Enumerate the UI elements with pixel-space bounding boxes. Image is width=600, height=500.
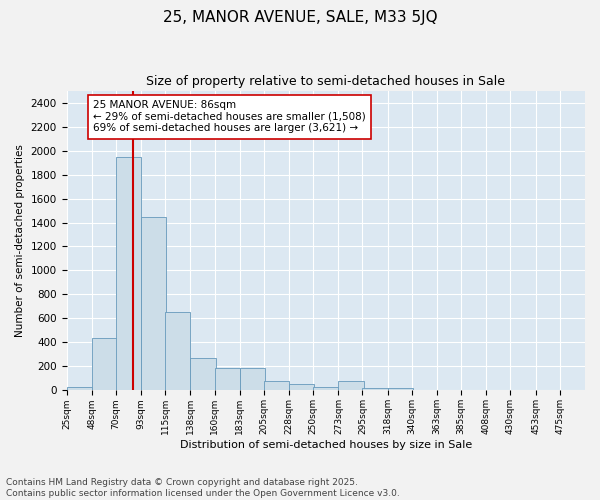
Bar [215,368,240,390]
Bar [240,368,265,390]
Bar [362,388,388,390]
Bar [67,387,92,390]
Y-axis label: Number of semi-detached properties: Number of semi-detached properties [15,144,25,337]
Bar [313,387,338,390]
Bar [264,382,289,390]
Text: 25 MANOR AVENUE: 86sqm
← 29% of semi-detached houses are smaller (1,508)
69% of : 25 MANOR AVENUE: 86sqm ← 29% of semi-det… [93,100,365,134]
Text: Contains HM Land Registry data © Crown copyright and database right 2025.
Contai: Contains HM Land Registry data © Crown c… [6,478,400,498]
Bar [92,338,117,390]
Text: 25, MANOR AVENUE, SALE, M33 5JQ: 25, MANOR AVENUE, SALE, M33 5JQ [163,10,437,25]
Bar [190,358,215,390]
Bar [165,312,190,390]
Bar [289,384,314,390]
X-axis label: Distribution of semi-detached houses by size in Sale: Distribution of semi-detached houses by … [179,440,472,450]
Title: Size of property relative to semi-detached houses in Sale: Size of property relative to semi-detach… [146,75,505,88]
Bar [141,216,166,390]
Bar [338,382,364,390]
Bar [388,388,413,390]
Bar [116,156,141,390]
